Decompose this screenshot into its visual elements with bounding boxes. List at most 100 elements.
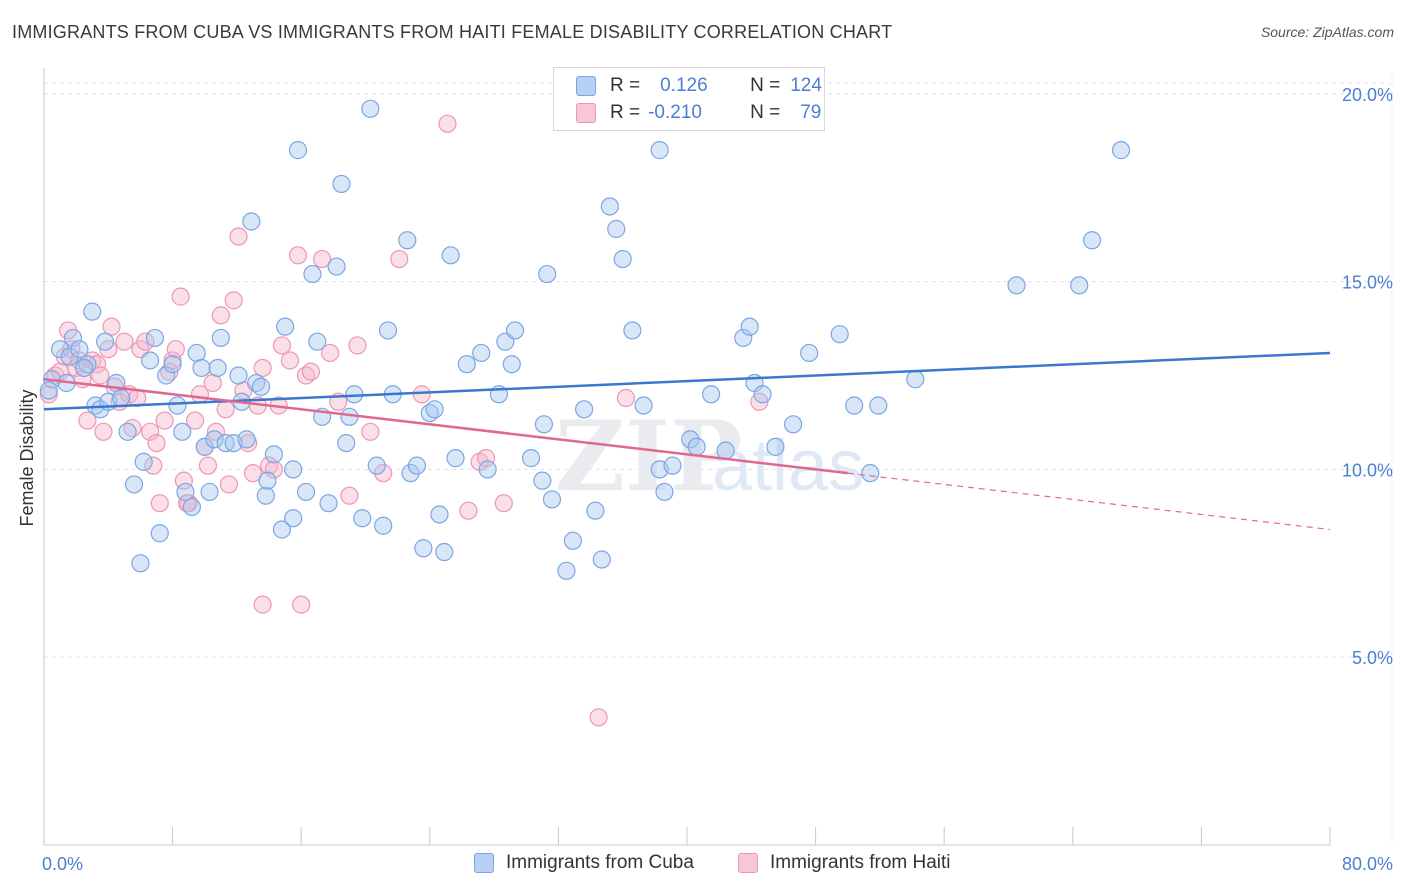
cuba-point (83, 302, 102, 321)
cuba-point (150, 524, 169, 543)
stats-row-cuba: R = 0.126 N = 124 (554, 73, 822, 99)
cuba-point (542, 490, 562, 509)
cuba-point (258, 471, 277, 490)
haiti-swatch (576, 103, 596, 123)
haiti-point (155, 411, 174, 430)
cuba-point (401, 464, 420, 483)
legend-haiti-label: Immigrants from Haiti (770, 852, 951, 873)
legend-item-haiti[interactable]: Immigrants from Haiti (738, 852, 951, 874)
cuba-point (134, 452, 153, 471)
cuba-point (353, 509, 372, 528)
cuba-point (242, 212, 261, 231)
cuba-point (187, 343, 206, 363)
cuba-point (563, 531, 582, 550)
haiti-point (292, 595, 311, 614)
haiti-point (102, 317, 121, 336)
haiti-r-label: R = (610, 102, 641, 123)
haiti-trend-extension (847, 472, 1331, 531)
cuba-point (95, 332, 115, 351)
cuba-point (163, 355, 182, 374)
cuba-point (361, 99, 380, 118)
haiti-point (78, 411, 97, 430)
cuba-point (575, 400, 594, 419)
cuba-point (229, 366, 248, 385)
cuba-point (861, 464, 880, 483)
cuba-point (502, 355, 521, 374)
cuba-point (200, 482, 219, 502)
cuba-point (538, 264, 557, 284)
haiti-point (140, 422, 160, 441)
cuba-point (441, 246, 460, 265)
haiti-point (438, 114, 457, 133)
cuba-point (367, 456, 386, 475)
cuba-point (205, 430, 224, 449)
cuba-point (716, 441, 735, 460)
haiti-point (589, 708, 608, 727)
cuba-point (446, 449, 465, 468)
trend-lines (43, 351, 1331, 531)
cuba-point (284, 509, 303, 528)
cuba-point (734, 328, 753, 348)
cuba-point (613, 249, 632, 269)
cuba-point (145, 328, 165, 348)
haiti-point (272, 336, 292, 355)
cuba-r-value: 0.126 (660, 75, 708, 96)
cuba-point (237, 430, 256, 449)
cuba-point (533, 471, 552, 490)
cuba-point (276, 317, 295, 336)
cuba-point (60, 347, 79, 366)
cuba-point (505, 321, 525, 340)
cuba-point (655, 482, 674, 502)
cuba-point (288, 141, 308, 160)
cuba-point (521, 449, 541, 468)
haiti-point (390, 249, 409, 269)
cuba-point (256, 486, 275, 505)
cuba-point (208, 358, 227, 378)
cuba-point (284, 460, 303, 479)
axes (43, 68, 1331, 846)
y-tick-label: 15.0% (1342, 273, 1393, 293)
cuba-point (435, 542, 454, 562)
cuba-r-label: R = (610, 75, 641, 96)
haiti-point (361, 422, 380, 441)
cuba-point (534, 415, 554, 434)
haiti-point (243, 464, 263, 483)
cuba-point (687, 437, 706, 456)
y-tick-labels: 5.0% 10.0% 15.0% 20.0% (1342, 85, 1393, 668)
haiti-point (186, 411, 205, 430)
cuba-point (118, 422, 137, 441)
chart-title: IMMIGRANTS FROM CUBA VS IMMIGRANTS FROM … (12, 22, 893, 42)
legend-item-cuba[interactable]: Immigrants from Cuba (474, 852, 694, 874)
haiti-point (494, 494, 513, 513)
haiti-point (340, 486, 359, 505)
haiti-point (94, 422, 113, 441)
haiti-point (280, 351, 300, 370)
haiti-point (147, 433, 166, 453)
cuba-point (264, 445, 283, 464)
cuba-point (327, 257, 346, 276)
haiti-point (144, 456, 163, 475)
haiti-point (412, 385, 431, 404)
haiti-point (224, 291, 243, 310)
haiti-point (150, 494, 169, 513)
cuba-point (332, 174, 351, 194)
cuba-point (1111, 141, 1131, 160)
cuba-n-value: 124 (790, 75, 822, 96)
cuba-point (378, 321, 398, 340)
cuba-point (168, 396, 187, 415)
cuba-point (1070, 276, 1089, 295)
cuba-point (478, 460, 497, 479)
cuba-point (766, 437, 785, 456)
cuba-point (337, 433, 356, 453)
haiti-point (616, 388, 636, 408)
cuba-point (681, 430, 700, 449)
stats-legend: R = 0.126 N = 124 R = -0.210 N = 79 (553, 67, 825, 131)
legend-cuba-swatch (474, 853, 494, 873)
haiti-n-value: 79 (800, 102, 822, 123)
legend-cuba-label: Immigrants from Cuba (506, 852, 694, 873)
cuba-point (407, 456, 427, 475)
cuba-point (374, 516, 393, 535)
cuba-point (173, 422, 192, 441)
cuba-point (195, 437, 214, 456)
y-axis-label: Female Disability (17, 389, 37, 526)
